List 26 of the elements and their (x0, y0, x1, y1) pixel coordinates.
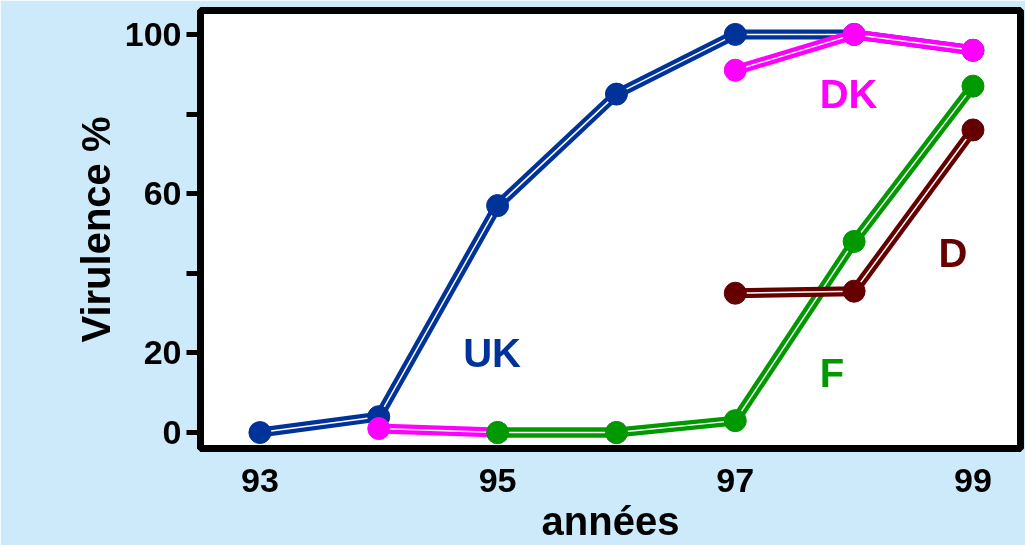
y-tick-label: 20 (143, 333, 182, 372)
y-tick-label: 0 (162, 413, 182, 452)
x-tick-label: 97 (716, 460, 755, 499)
series-label: D (938, 230, 968, 275)
point (961, 118, 985, 142)
point (723, 58, 747, 82)
point (723, 409, 747, 433)
point (604, 82, 628, 106)
point (486, 194, 510, 218)
y-axis-title: Virulence % (73, 116, 118, 343)
x-tick-label: 95 (478, 460, 517, 499)
x-axis-title: années (541, 498, 680, 543)
x-tick-label: 99 (954, 460, 992, 499)
point (723, 281, 747, 305)
series-label: F (819, 351, 845, 396)
point (367, 417, 391, 441)
point (842, 229, 866, 253)
point (723, 22, 747, 46)
series-label: DK (819, 72, 878, 117)
point (248, 421, 272, 445)
y-tick-label: 60 (143, 174, 182, 213)
series-label: UK (463, 331, 522, 376)
y-tick-label: 100 (124, 14, 182, 53)
point (961, 74, 985, 98)
point (842, 279, 866, 303)
x-tick-label: 93 (241, 460, 279, 499)
